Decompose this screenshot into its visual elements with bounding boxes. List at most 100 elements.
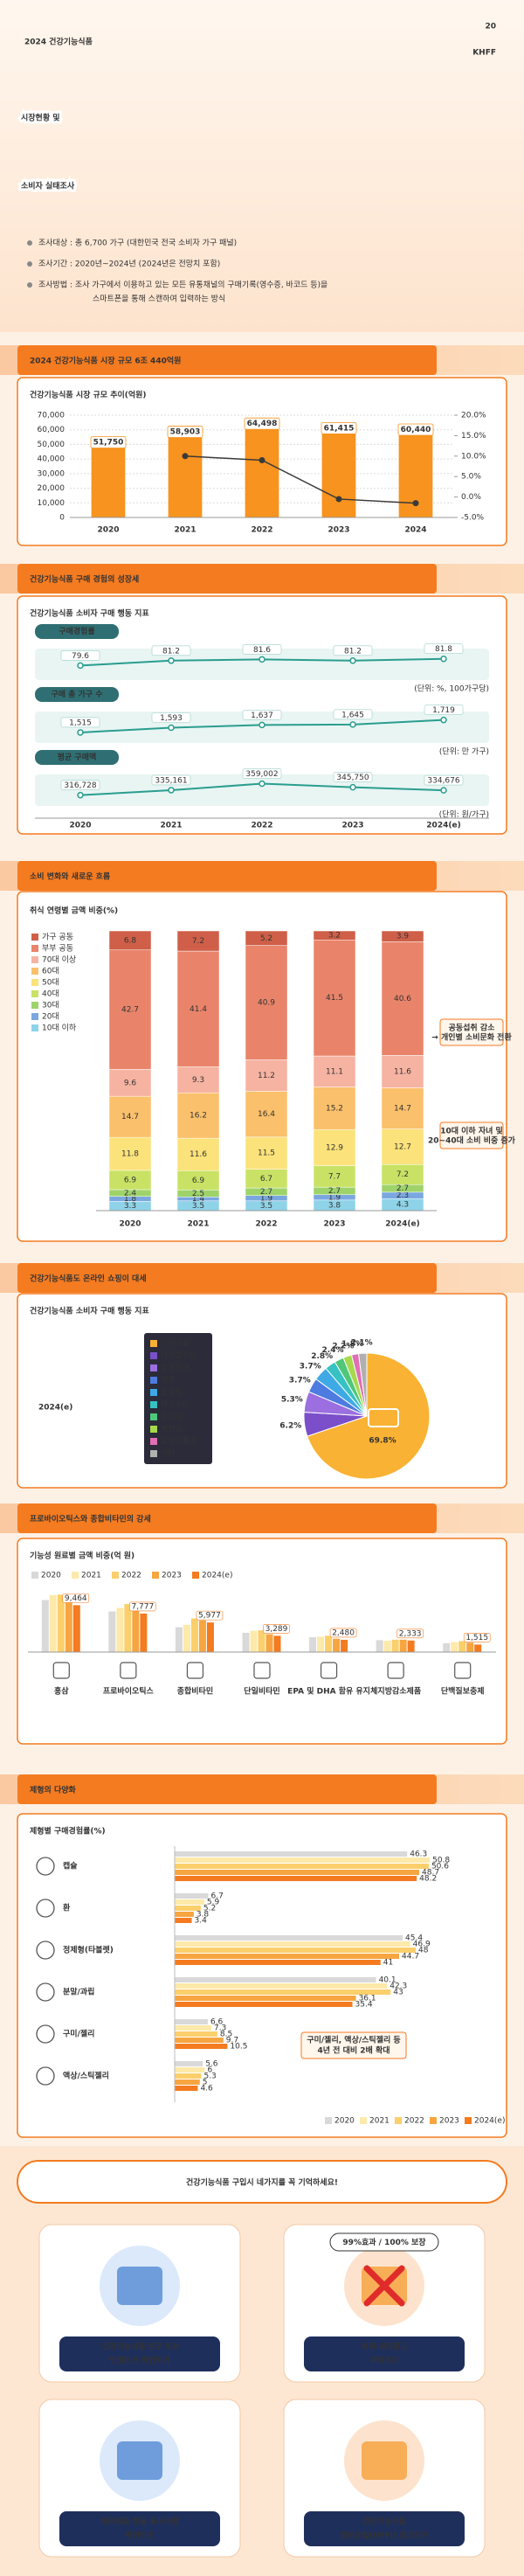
x-tick-label: 2024(e) <box>385 1220 419 1229</box>
value-label: 1,515 <box>465 1634 488 1642</box>
x-tick-label: 홍삼 <box>54 1686 69 1697</box>
bar <box>175 1989 391 1995</box>
segment-label: 6.8 <box>124 936 137 945</box>
bar-segment <box>108 930 152 951</box>
chart-title: 취식 연령별 금액 비중(%) <box>30 906 118 916</box>
value-label-bg <box>321 421 357 434</box>
tip-caption: 인정마크 확인하기 <box>109 2356 169 2366</box>
legend-swatch <box>31 945 38 952</box>
bar <box>245 423 279 517</box>
y2-tick-label: 0.0% <box>461 493 481 502</box>
value-label: 1,593 <box>160 714 183 723</box>
bullet-text: 조사방법 : 조사 가구에서 이용하고 있는 모든 유통채널의 구매기록(영수증… <box>38 280 328 290</box>
bar <box>175 1996 356 2001</box>
section-title: 프로바이오틱스와 종합비타민의 강세 <box>30 1514 151 1524</box>
value-label: 5.9 <box>207 1899 220 1907</box>
legend-box <box>144 1333 212 1464</box>
section-banner <box>17 345 437 375</box>
legend-label: 2020 <box>334 2117 355 2126</box>
bar <box>175 1983 388 1989</box>
x-tick-label: 2023 <box>341 822 363 830</box>
section-title: 소비 변화와 새로운 흐름 <box>30 871 110 882</box>
x-tick-label: 2020 <box>69 822 91 830</box>
growth-point <box>259 456 265 463</box>
value-label: 345,750 <box>336 774 369 782</box>
bar <box>317 1636 325 1652</box>
pie-label: 2.1% <box>351 1339 373 1348</box>
segment-label: 11.8 <box>121 1150 139 1159</box>
growth-line <box>184 455 417 504</box>
bar <box>443 1642 451 1652</box>
annotation: 20~40대 소비 비중 증가 <box>428 1135 516 1146</box>
chart-title: 건강기능식품 시장 규모 추이(억원) <box>30 390 147 400</box>
value-label-bg <box>424 774 464 786</box>
segment-label: 7.2 <box>396 1170 409 1179</box>
legend-swatch <box>192 1572 199 1579</box>
bar <box>175 1948 416 1953</box>
bar <box>190 1618 198 1652</box>
bullet-text: 조사대상 : 총 6,700 가구 (대한민국 전국 소비자 가구 패널) <box>38 239 237 248</box>
legend-swatch <box>150 1389 157 1396</box>
segment-label: 3.5 <box>192 1202 204 1211</box>
value-label-bg <box>424 643 464 655</box>
value-label-bg <box>196 1610 224 1621</box>
x-tick-label: 2023 <box>323 1220 345 1229</box>
value-label-bg <box>60 717 100 728</box>
bar <box>175 1899 204 1905</box>
bar <box>175 1906 201 1911</box>
section-banner <box>17 564 437 594</box>
section-banner <box>17 1263 437 1293</box>
segment-label: 11.6 <box>394 1067 411 1076</box>
legend-swatch <box>31 934 38 941</box>
legend-swatch <box>150 1450 157 1457</box>
legend-swatch <box>150 1438 157 1445</box>
legend-label: 10대 이하 <box>42 1024 77 1033</box>
tip-caption-bg <box>59 2511 220 2546</box>
legend-swatch <box>150 1401 157 1408</box>
value-label-bg <box>242 768 282 779</box>
form-icon <box>36 1941 55 1960</box>
value-label: 1,645 <box>341 711 364 719</box>
value-label: 1,719 <box>432 706 455 715</box>
pie-label: 2.4% <box>322 1346 344 1355</box>
value-label: 41 <box>383 1959 393 1968</box>
y-tick-label: 0 <box>59 514 65 523</box>
annotation-box <box>439 1018 504 1046</box>
pie-slice <box>357 1352 368 1417</box>
x-tick-label: 종합비타민 <box>177 1686 213 1697</box>
y2-tick-label: 20.0% <box>461 412 486 420</box>
value-label: 51,750 <box>93 439 124 448</box>
legend-label: 일반식품점 <box>161 1436 196 1447</box>
growth-point <box>182 453 189 460</box>
value-label-bg <box>463 1633 491 1642</box>
legend-label: 2024(e) <box>474 2117 505 2126</box>
value-label: 35.4 <box>355 2001 373 2010</box>
y2-tick-label: -5.0% <box>461 514 485 523</box>
segment-label: 4.3 <box>396 1201 409 1210</box>
legend-label: 약국 <box>161 1375 176 1385</box>
pie-label: 1.8% <box>341 1340 363 1349</box>
value-label: 359,002 <box>245 770 278 779</box>
bar-segment <box>381 1055 424 1088</box>
main-title: 시장현황 및 <box>21 113 60 123</box>
bar <box>175 1627 183 1652</box>
bar <box>65 1600 72 1652</box>
value-label: 81.8 <box>435 645 452 654</box>
value-label-bg <box>62 1594 90 1603</box>
bar <box>116 1607 124 1652</box>
value-label: 36.1 <box>359 1995 376 2003</box>
value-label-bg <box>151 645 191 656</box>
value-label-bg <box>129 1601 156 1612</box>
y-tick-label: 환 <box>63 1903 71 1913</box>
legend-label: 홈쇼핑 <box>161 1387 183 1398</box>
segment-label: 2.7 <box>260 1188 272 1197</box>
legend-swatch <box>31 1572 38 1579</box>
legend-label: 2023 <box>162 1572 182 1580</box>
segment-label: 2.3 <box>396 1191 409 1200</box>
bar-segment <box>381 1128 424 1165</box>
pie-label: 3.7% <box>289 1376 311 1385</box>
cart-icon <box>368 1408 399 1427</box>
segment-label: 11.6 <box>190 1150 207 1159</box>
value-label: 50.6 <box>431 1863 449 1871</box>
